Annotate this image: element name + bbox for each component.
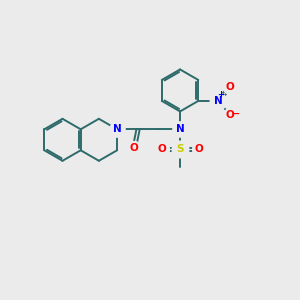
- Text: N: N: [113, 124, 122, 134]
- Text: +: +: [217, 90, 224, 99]
- Text: S: S: [176, 144, 184, 154]
- Text: O: O: [157, 144, 166, 154]
- Text: O: O: [225, 82, 234, 92]
- Text: O: O: [194, 144, 203, 154]
- Text: O: O: [225, 110, 234, 120]
- Text: N: N: [214, 96, 223, 106]
- Text: N: N: [176, 124, 184, 134]
- Text: O: O: [130, 143, 139, 153]
- Text: −: −: [232, 109, 240, 119]
